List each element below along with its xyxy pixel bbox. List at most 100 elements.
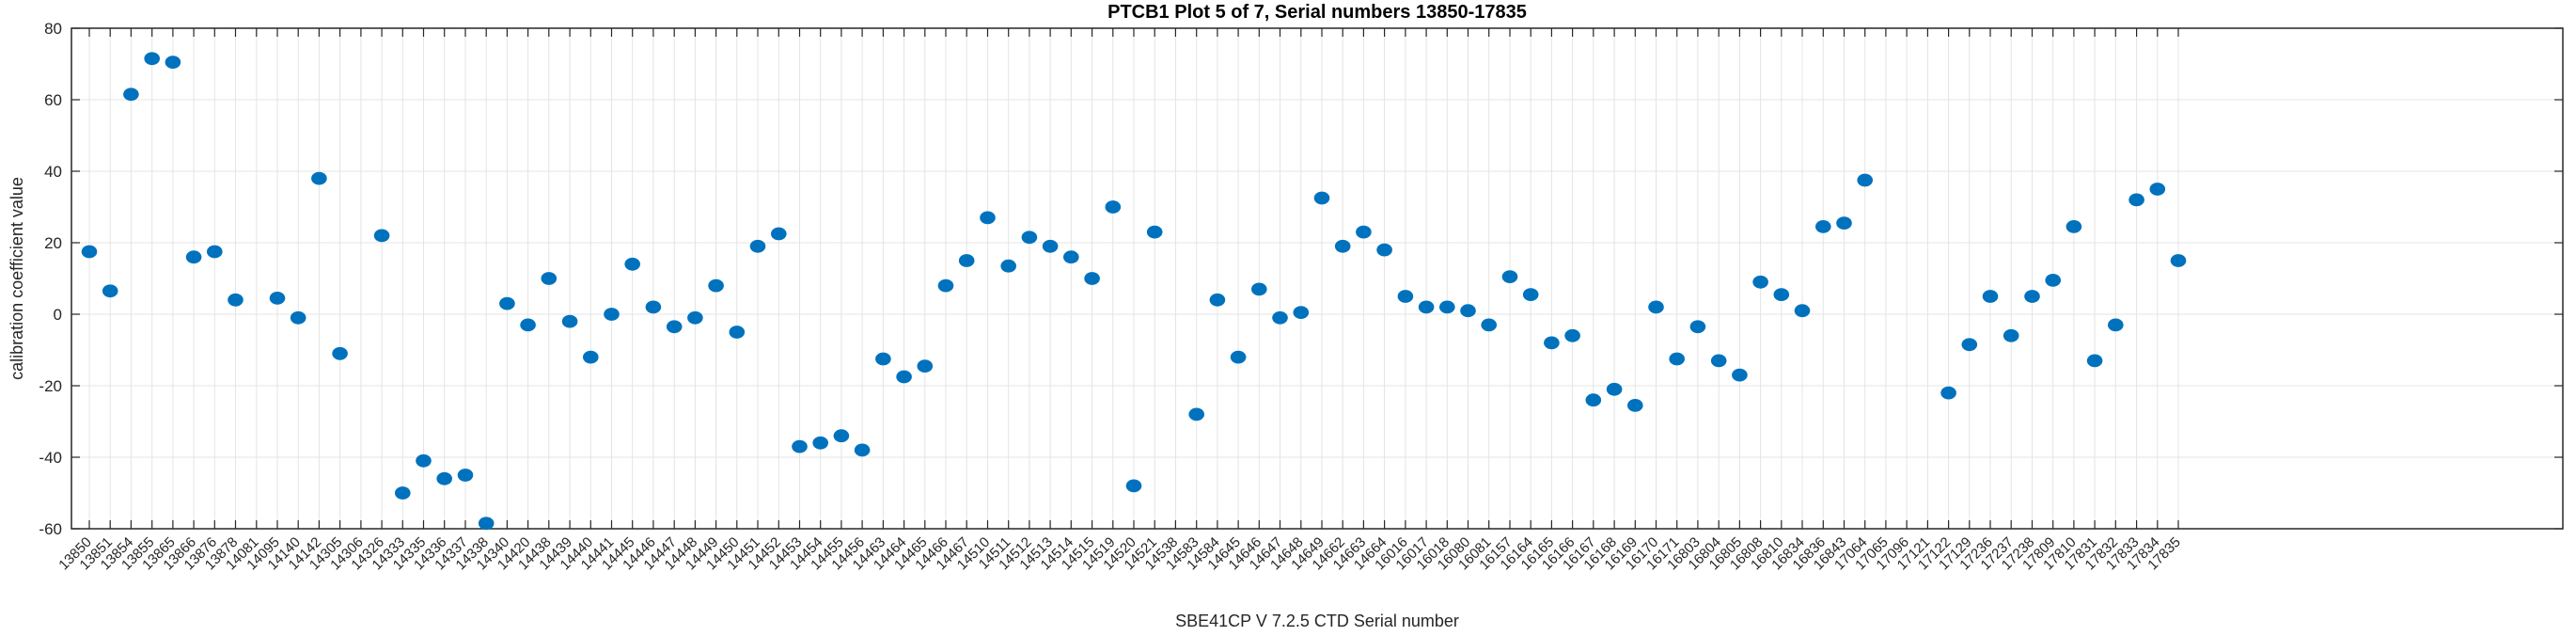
data-point-17810	[2066, 220, 2082, 233]
data-point-13866	[185, 250, 202, 264]
data-point-14510	[980, 211, 996, 225]
data-point-14447	[666, 320, 683, 334]
data-point-16834	[1794, 304, 1811, 318]
data-point-14448	[687, 310, 703, 325]
data-point-13854	[123, 87, 139, 102]
data-point-14453	[792, 439, 808, 453]
data-point-14451	[749, 239, 766, 253]
data-point-14645	[1230, 350, 1247, 364]
y-tick-label: -40	[39, 449, 62, 467]
data-point-14521	[1146, 225, 1163, 239]
data-point-17238	[2024, 290, 2040, 303]
data-point-13878	[228, 293, 243, 307]
data-point-14450	[729, 326, 746, 339]
data-point-17833	[2128, 193, 2144, 207]
data-points	[81, 52, 2187, 531]
y-tick-label: -20	[39, 377, 62, 395]
data-point-14446	[645, 300, 662, 314]
data-point-16843	[1836, 216, 1852, 231]
data-point-14441	[604, 308, 620, 321]
data-point-17236	[1982, 290, 1999, 303]
data-point-17237	[2003, 328, 2019, 342]
data-point-14455	[833, 429, 850, 443]
data-point-16804	[1710, 354, 1727, 368]
y-tick-label: 0	[54, 306, 62, 324]
data-point-14439	[561, 314, 578, 328]
data-point-16018	[1439, 300, 1455, 314]
data-point-16810	[1773, 288, 1790, 301]
data-point-14456	[854, 443, 871, 457]
data-point-14467	[958, 254, 975, 267]
data-point-16080	[1460, 304, 1476, 318]
data-point-16081	[1481, 318, 1497, 332]
data-point-16171	[1669, 352, 1685, 366]
data-point-14515	[1084, 272, 1100, 285]
data-point-17832	[2108, 318, 2124, 332]
data-point-14335	[416, 453, 432, 468]
data-point-16157	[1501, 270, 1518, 283]
data-point-14584	[1209, 293, 1226, 307]
data-point-17831	[2086, 354, 2103, 368]
y-axis-label: calibration coefficient value	[8, 177, 26, 380]
y-tick-label: 60	[44, 91, 62, 109]
x-tick-labels: 1385013851138541385513865138661387613878…	[55, 534, 2184, 574]
data-point-14420	[520, 318, 536, 332]
data-point-14449	[708, 278, 724, 293]
data-point-14095	[269, 292, 286, 305]
data-point-16016	[1397, 290, 1414, 303]
data-point-13855	[144, 52, 160, 66]
data-point-14142	[311, 171, 327, 185]
data-point-14463	[875, 352, 891, 366]
data-point-14583	[1188, 407, 1204, 421]
data-point-13865	[165, 56, 181, 69]
data-point-14337	[457, 469, 474, 482]
data-point-16170	[1648, 300, 1664, 314]
data-point-17064	[1857, 173, 1873, 187]
data-point-16165	[1544, 336, 1560, 350]
data-point-13850	[81, 245, 98, 259]
data-point-14140	[290, 310, 306, 325]
x-gridlines	[88, 28, 2179, 529]
data-point-14646	[1251, 282, 1267, 296]
data-point-16803	[1689, 320, 1706, 334]
data-point-14520	[1125, 479, 1142, 493]
data-point-14647	[1272, 310, 1288, 325]
data-point-14649	[1313, 191, 1330, 205]
data-point-17129	[1961, 338, 1978, 352]
data-point-14464	[896, 370, 912, 384]
x-axis-label: SBE41CP V 7.2.5 CTD Serial number	[1175, 612, 1459, 630]
data-point-17834	[2149, 183, 2166, 196]
data-point-14512	[1021, 231, 1038, 245]
data-point-14336	[436, 471, 453, 485]
data-point-14333	[395, 486, 411, 500]
data-point-14438	[541, 272, 558, 285]
y-tick-label: 20	[44, 234, 62, 252]
data-point-17809	[2045, 274, 2061, 287]
data-point-13851	[102, 284, 118, 298]
data-point-14662	[1334, 239, 1351, 253]
data-point-16166	[1564, 328, 1580, 342]
data-point-14465	[917, 359, 934, 373]
y-tick-labels: 80 60 40 20 0 -20 -40 -60	[39, 20, 62, 538]
chart-title: PTCB1 Plot 5 of 7, Serial numbers 13850-…	[1107, 2, 1527, 23]
data-point-14664	[1376, 243, 1392, 257]
data-point-14326	[373, 229, 390, 243]
y-gridlines	[71, 27, 2563, 530]
data-point-17122	[1940, 386, 1956, 400]
data-point-16017	[1418, 300, 1435, 314]
data-point-14445	[624, 257, 640, 271]
data-point-14440	[583, 350, 599, 364]
data-point-14519	[1105, 200, 1122, 214]
data-point-16805	[1732, 368, 1748, 382]
data-point-14511	[1000, 259, 1016, 273]
data-point-14513	[1042, 239, 1059, 253]
data-point-17835	[2170, 254, 2187, 267]
data-point-14648	[1293, 306, 1310, 319]
data-point-14663	[1356, 225, 1372, 239]
data-point-14454	[812, 436, 828, 450]
data-point-14305	[332, 346, 348, 360]
data-point-14340	[499, 296, 515, 310]
data-point-16164	[1522, 288, 1539, 301]
